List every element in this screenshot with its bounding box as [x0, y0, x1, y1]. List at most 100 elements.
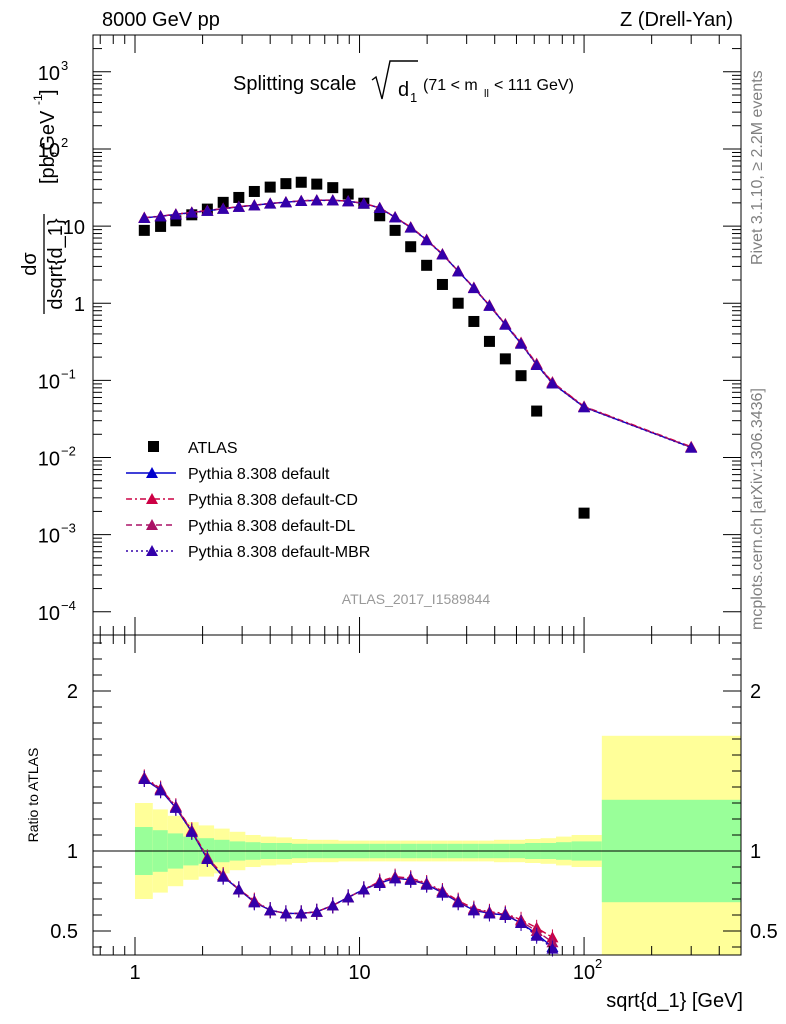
atlas-data-point [531, 405, 543, 417]
main-series-layer [138, 176, 698, 519]
atlas-data-point [295, 176, 307, 188]
mc-marker-4 [373, 202, 386, 214]
ratio-ytick-label-right: 0.5 [750, 921, 778, 943]
ylabel-units: [pb,GeV [37, 110, 59, 184]
legend-marker-atlas [148, 441, 159, 452]
main-ytick-label: 10 [38, 140, 60, 162]
legend-label: Pythia 8.308 default-CD [188, 492, 358, 509]
mc-marker-4 [138, 211, 151, 223]
ylabel-numerator: dσ [19, 252, 41, 276]
mc-marker-4 [452, 265, 465, 277]
source-label: mcplots.cern.ch [arXiv:1306.3436] [749, 388, 766, 630]
title-symbol: d [398, 79, 409, 101]
mc-marker-4 [169, 208, 182, 220]
mc-marker-4 [436, 248, 449, 260]
legend: ATLAS Pythia 8.308 default Pythia 8.308 de… [126, 440, 370, 561]
chart-title: Splitting scale d 1 (71 < m ll < 111 GeV… [233, 60, 574, 105]
main-ytick-label: 1 [74, 294, 85, 316]
ratio-uncertainty-bands [93, 735, 741, 955]
mc-marker-4 [467, 282, 480, 294]
xtick-exponent: 2 [595, 956, 602, 971]
title-range-right: < 111 GeV) [494, 77, 574, 94]
atlas-data-point [155, 220, 167, 232]
mc-marker-4 [295, 194, 308, 206]
mc-marker-4 [248, 199, 261, 211]
ratio-ytick-label-right: 1 [750, 841, 761, 863]
main-ytick-label: 10 [38, 63, 60, 85]
mc-marker-4 [279, 196, 292, 208]
mc-line-2 [144, 199, 692, 448]
mc-marker-4 [201, 204, 214, 216]
mc-marker-4 [530, 359, 543, 371]
ratio-ylabel: Ratio to ATLAS [25, 748, 41, 843]
atlas-data-point [421, 259, 433, 271]
mc-marker-4 [217, 202, 230, 214]
atlas-data-point [170, 215, 182, 227]
mc-line-1 [144, 199, 692, 449]
mc-marker-4 [185, 206, 198, 218]
legend-marker [146, 519, 158, 530]
legend-label: Pythia 8.308 default [188, 466, 330, 483]
atlas-data-point [327, 182, 339, 194]
analysis-tag: ATLAS_2017_I1589844 [342, 591, 491, 607]
ylabel-units-close: ] [37, 89, 59, 95]
atlas-data-point [452, 297, 464, 309]
title-symbol-sub: 1 [410, 90, 417, 105]
legend-marker [146, 467, 158, 478]
main-ylabel: dσ dsqrt{d_1} [pb,GeV -1 ] [19, 89, 67, 314]
sqrt-symbol [371, 60, 418, 100]
atlas-data-point [436, 278, 448, 290]
mc-marker-4 [264, 197, 277, 209]
atlas-data-point [280, 178, 292, 190]
main-ytick-label: 10 [38, 449, 60, 471]
mc-marker-4 [404, 221, 417, 233]
legend-label: Pythia 8.308 default-DL [188, 518, 355, 535]
ratio-frame [92, 634, 742, 956]
xtick-label: 10 [573, 962, 595, 984]
ratio-ytick-label: 1 [67, 841, 78, 863]
main-ytick-exponent: −1 [61, 366, 76, 381]
main-ytick-exponent: 3 [61, 58, 68, 73]
ratio-ytick-label: 2 [67, 681, 78, 703]
atlas-data-point [233, 191, 245, 203]
atlas-data-point [264, 181, 276, 193]
atlas-data-point [248, 185, 260, 197]
title-range-sub: ll [484, 88, 489, 100]
atlas-data-point [217, 196, 229, 208]
ratio-panel: 0.5 0.51 12 21 10 10 2 Ratio to ATLAS sqrt{d_1… [25, 634, 778, 1012]
atlas-data-point [138, 224, 150, 236]
main-ytick-exponent: −3 [61, 521, 76, 536]
mc-line-3 [144, 199, 692, 448]
mc-marker-4 [326, 194, 339, 206]
mc-marker-4 [342, 195, 355, 207]
main-ytick-exponent: −4 [61, 598, 76, 613]
title-main: Splitting scale [233, 73, 356, 95]
xtick-label: 1 [129, 962, 140, 984]
ylabel-units-sup: -1 [31, 94, 45, 105]
ratio-axis-ticks: 0.5 0.51 12 21 10 10 2 [50, 635, 778, 984]
atlas-data-point [578, 507, 590, 519]
atlas-data-point [483, 335, 495, 347]
main-ytick-label: 10 [38, 603, 60, 625]
mc-marker-4 [499, 318, 512, 330]
ratio-series-layer [138, 769, 559, 957]
atlas-data-point [374, 210, 386, 222]
mc-marker-4 [154, 210, 167, 222]
xtick-label: 10 [348, 962, 370, 984]
atlas-data-point [515, 370, 527, 382]
mc-marker-4 [389, 211, 402, 223]
main-ytick-label: 10 [63, 217, 85, 239]
atlas-data-point [405, 241, 417, 253]
ratio-ytick-label: 0.5 [50, 921, 78, 943]
atlas-data-point [342, 188, 354, 200]
atlas-data-point [389, 224, 401, 236]
atlas-data-point [468, 315, 480, 327]
mc-marker-4 [357, 197, 370, 209]
atlas-data-point [499, 353, 511, 365]
ylabel-denominator: dsqrt{d_1} [45, 218, 67, 310]
mc-marker-4 [232, 200, 245, 212]
atlas-data-point [311, 178, 323, 190]
mc-marker-4 [420, 234, 433, 246]
